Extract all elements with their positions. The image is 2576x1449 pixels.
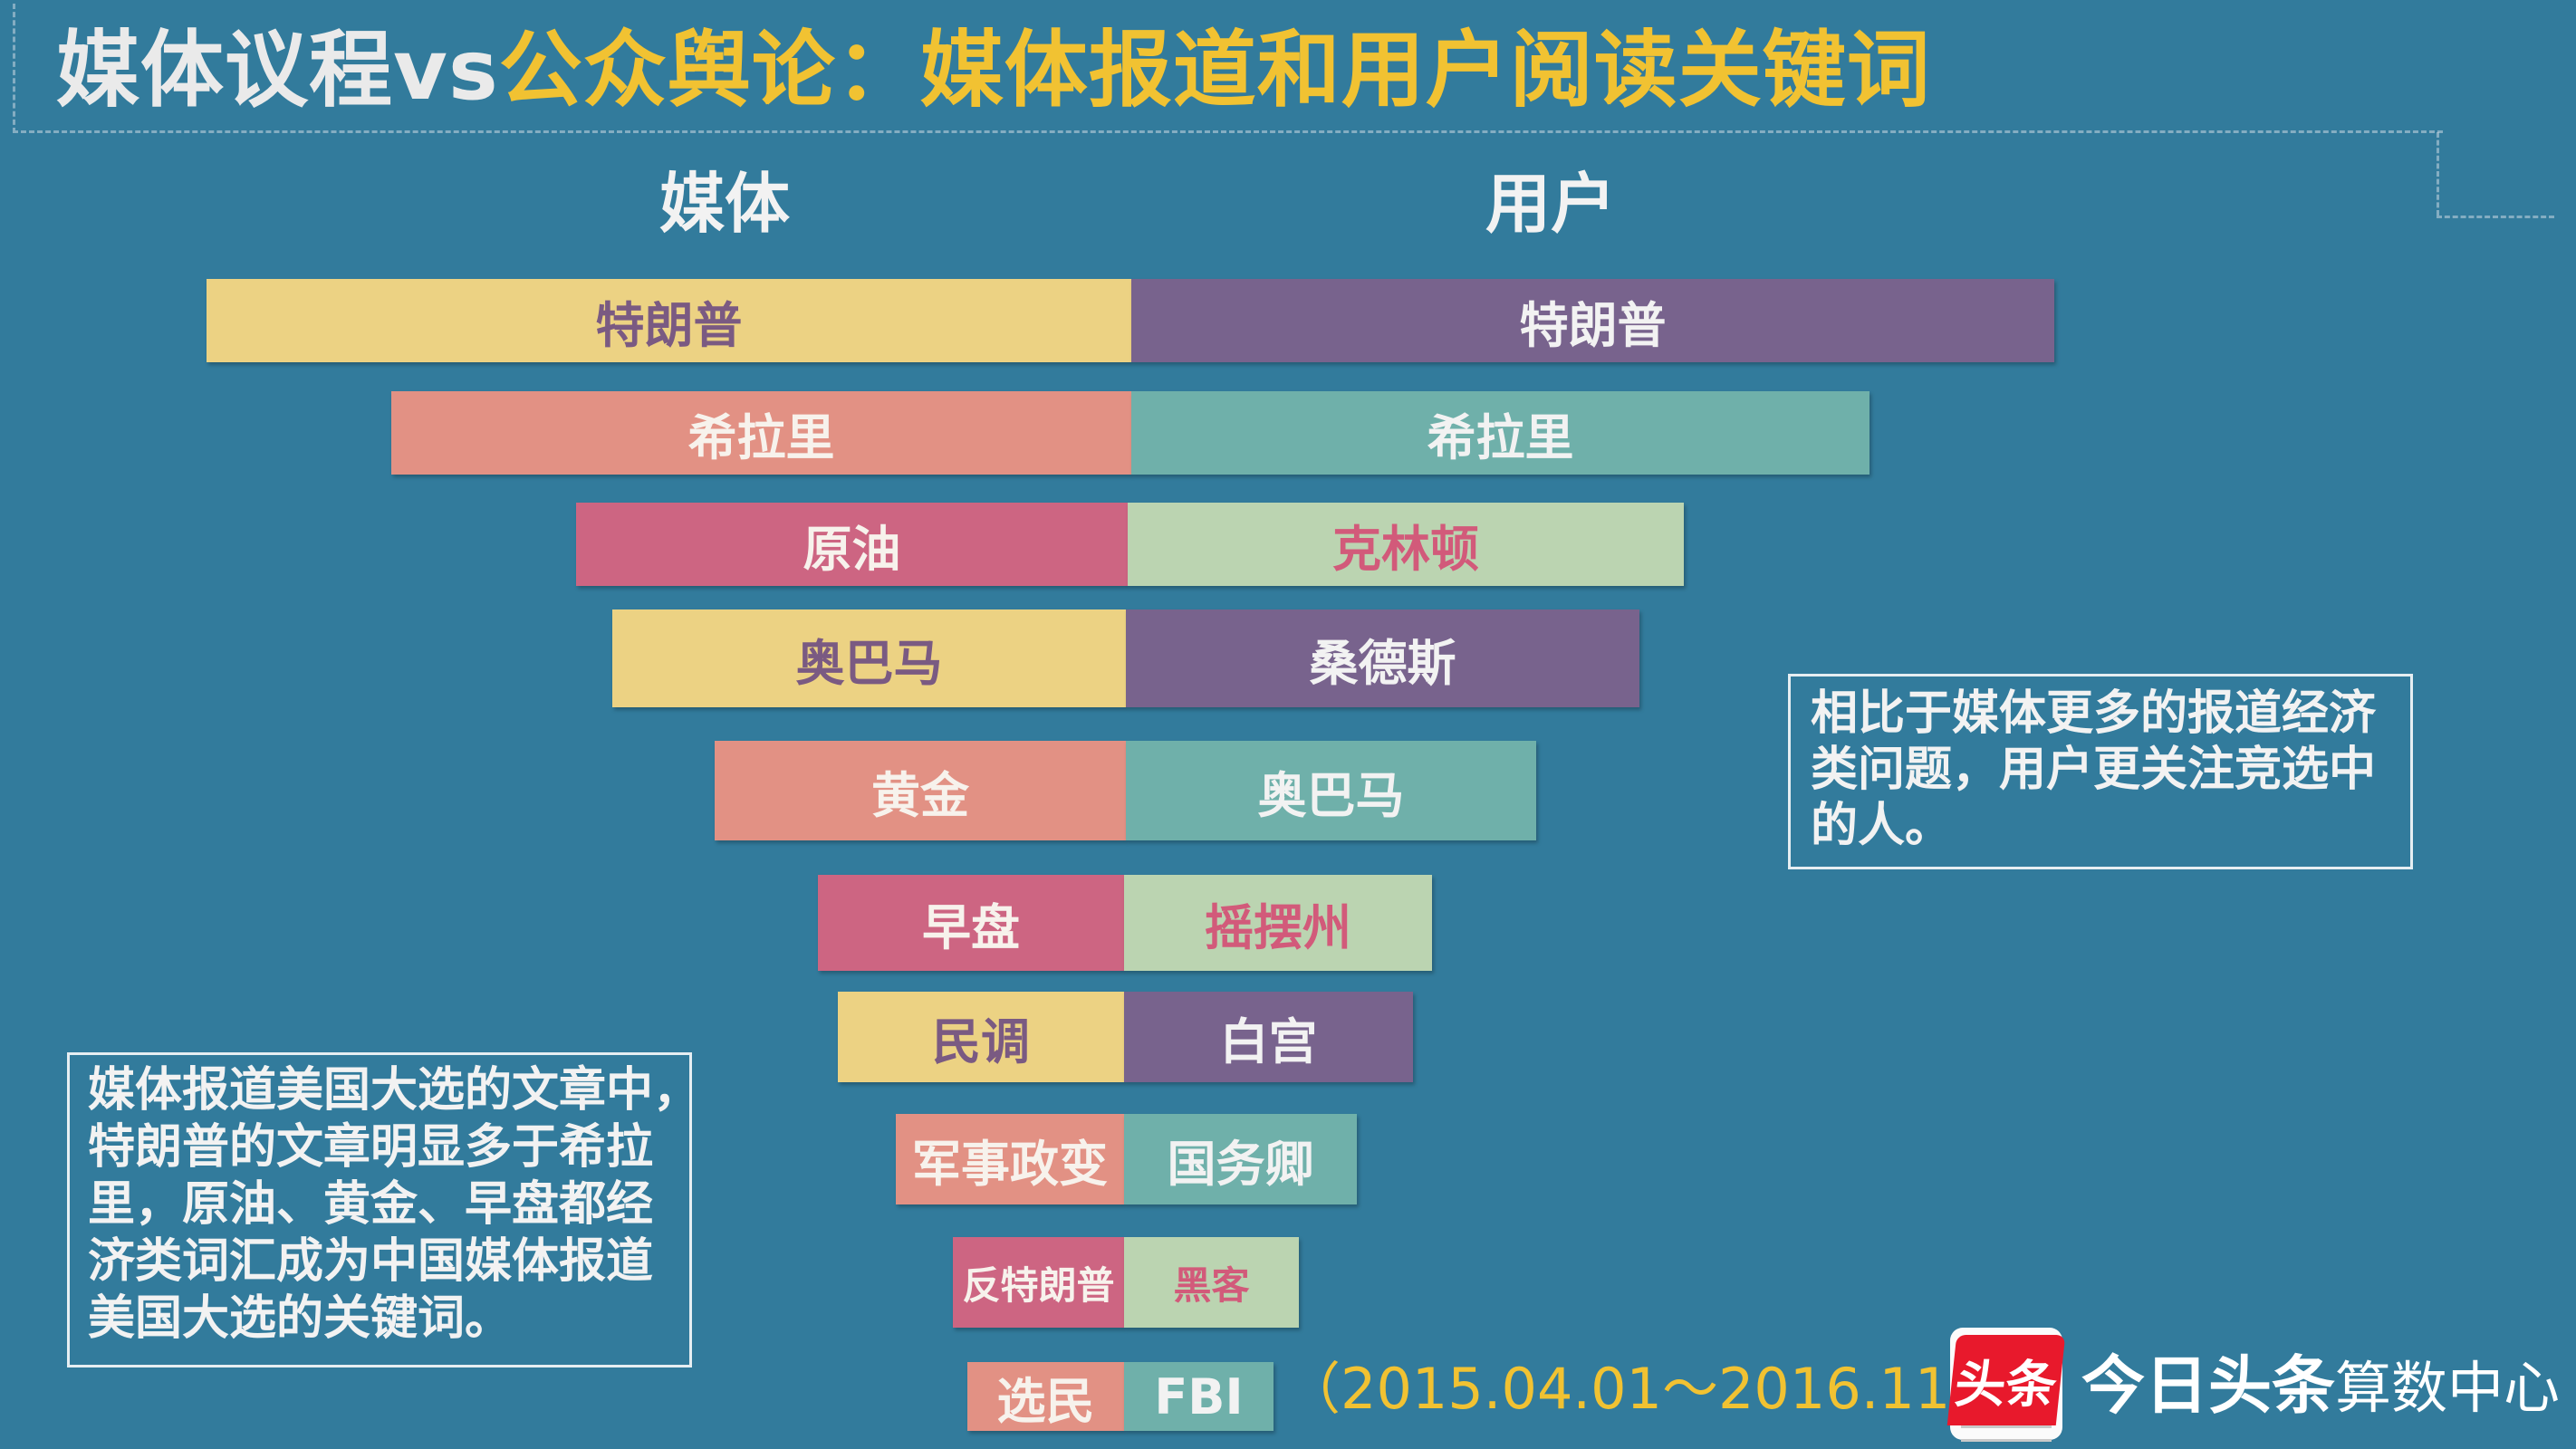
toutiao-logo-mark: 头条 <box>1946 1335 2066 1425</box>
right-note-line: 的人。 <box>1811 799 1953 853</box>
media-keyword-bar: 原油 <box>576 503 1128 586</box>
media-keyword-bar: 黄金 <box>715 741 1126 840</box>
left-note-line: 媒体报道美国大选的文章中， <box>88 1063 701 1118</box>
user-keyword-bar: 桑德斯 <box>1126 609 1639 707</box>
media-keyword-bar: 早盘 <box>818 875 1124 971</box>
media-keyword-bar: 选民 <box>967 1362 1124 1431</box>
right-note-line: 类问题，用户更关注竞选中 <box>1811 743 2377 797</box>
media-keyword-bar: 反特朗普 <box>953 1237 1124 1328</box>
brand-text: 今日头条算数中心 <box>2081 1348 2560 1441</box>
logo-stripes <box>1961 1425 2052 1442</box>
user-keyword-bar: FBI <box>1124 1362 1274 1431</box>
brand-center: 算数中心 <box>2335 1355 2561 1421</box>
media-keyword-bar: 民调 <box>838 992 1124 1082</box>
user-keyword-bar: 奥巴马 <box>1126 741 1536 840</box>
media-keyword-bar: 希拉里 <box>391 391 1131 475</box>
title-frame-connector <box>2437 132 2442 216</box>
right-note-line: 相比于媒体更多的报道经济 <box>1811 686 2377 741</box>
media-keyword-bar: 奥巴马 <box>612 609 1126 707</box>
media-keyword-bar: 军事政变 <box>896 1114 1124 1204</box>
brand-name: 今日头条 <box>2081 1348 2335 1423</box>
media-column-header: 媒体 <box>659 166 791 242</box>
title-frame-tail <box>2437 216 2554 221</box>
user-keyword-bar: 国务卿 <box>1124 1114 1357 1204</box>
left-note-line: 特朗普的文章明显多于希拉 <box>88 1120 654 1175</box>
user-keyword-bar: 摇摆州 <box>1124 875 1432 971</box>
slide-title: 媒体议程vs公众舆论：媒体报道和用户阅读关键词 <box>56 16 1931 125</box>
right-note-box: 相比于媒体更多的报道经济 类问题，用户更关注竞选中 的人。 <box>1788 674 2413 869</box>
left-note-box: 媒体报道美国大选的文章中， 特朗普的文章明显多于希拉 里，原油、黄金、早盘都经 … <box>67 1052 701 1367</box>
user-column-header: 用户 <box>1485 166 1617 242</box>
user-keyword-bar: 白宫 <box>1124 992 1413 1082</box>
user-keyword-bar: 黑客 <box>1124 1237 1299 1328</box>
user-keyword-bar: 特朗普 <box>1131 279 2054 362</box>
left-note-line: 里，原油、黄金、早盘都经 <box>88 1177 654 1232</box>
title-white-part: 媒体议程vs <box>56 22 499 119</box>
title-yellow-part: 公众舆论：媒体报道和用户阅读关键词 <box>498 22 1931 119</box>
title-frame <box>13 4 2443 133</box>
media-keyword-bar: 特朗普 <box>207 279 1131 362</box>
left-note-line: 济类词汇成为中国媒体报道 <box>88 1234 654 1289</box>
user-keyword-bar: 克林顿 <box>1128 503 1684 586</box>
user-keyword-bar: 希拉里 <box>1131 391 1870 475</box>
left-note-line: 美国大选的关键词。 <box>88 1291 513 1346</box>
